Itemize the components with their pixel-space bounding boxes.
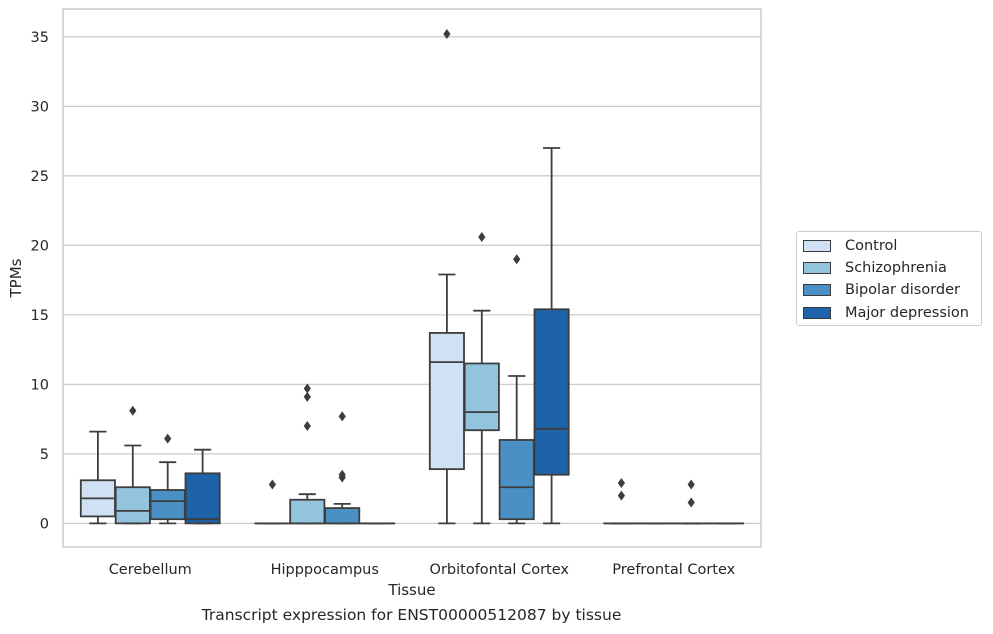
outlier-point — [687, 479, 695, 490]
legend-item-major-depression: Major depression — [803, 304, 969, 322]
box-plot-element — [533, 147, 570, 525]
x-tick-label: Orbitofontal Cortex — [430, 562, 570, 578]
legend-item-control: Control — [803, 237, 897, 255]
legend-label-bipolar-disorder: Bipolar disorder — [845, 282, 960, 298]
y-tick-label: 0 — [40, 516, 49, 532]
box-iqr — [289, 498, 326, 525]
outlier-point — [268, 479, 276, 490]
box-iqr — [498, 439, 535, 521]
outlier-point — [443, 29, 451, 40]
legend-swatch-control — [803, 240, 831, 252]
y-tick-label: 35 — [31, 30, 49, 46]
outlier-point — [478, 231, 486, 242]
box-plot-element — [463, 231, 500, 525]
y-axis-label: TPMs — [7, 258, 25, 298]
box-plot-element — [149, 433, 186, 525]
box-plot-element — [324, 411, 361, 525]
plot-area-frame — [62, 8, 762, 548]
legend: Control Schizophrenia Bipolar disorder M… — [796, 231, 982, 326]
y-tick-labels: 0 5 10 15 20 25 30 35 — [31, 30, 49, 533]
y-tick-label: 15 — [31, 308, 49, 324]
legend-swatch-bipolar-disorder — [803, 284, 831, 296]
box-series-group — [79, 29, 745, 525]
box-plot-element — [498, 254, 535, 525]
legend-swatch-schizophrenia — [803, 262, 831, 274]
y-tick-label: 20 — [31, 238, 49, 254]
box-iqr — [149, 489, 186, 521]
outlier-point — [303, 383, 311, 394]
outlier-point — [129, 405, 137, 416]
box-iqr — [324, 507, 361, 525]
chart-caption: Transcript expression for ENST0000051208… — [201, 606, 622, 624]
box-plot-element — [254, 479, 291, 525]
outlier-point — [687, 497, 695, 508]
legend-item-bipolar-disorder: Bipolar disorder — [803, 281, 960, 299]
outlier-point — [617, 490, 625, 501]
x-tick-label: Cerebellum — [109, 562, 192, 578]
x-tick-label: Hipppocampus — [271, 562, 379, 578]
outlier-point — [513, 254, 521, 265]
outlier-point — [303, 391, 311, 402]
x-tick-label: Prefrontal Cortex — [612, 562, 735, 578]
box-plot-element — [428, 29, 465, 525]
box-iqr — [114, 486, 151, 525]
legend-item-schizophrenia: Schizophrenia — [803, 259, 947, 277]
box-iqr — [533, 308, 570, 476]
outlier-point — [303, 421, 311, 432]
box-iqr — [463, 362, 500, 432]
y-tick-label: 25 — [31, 169, 49, 185]
box-plot-element — [184, 448, 221, 525]
outlier-point — [338, 469, 346, 480]
y-tick-label: 5 — [40, 447, 49, 463]
legend-label-major-depression: Major depression — [845, 305, 969, 321]
y-tick-label: 10 — [31, 377, 49, 393]
x-tick-labels: Cerebellum Hipppocampus Orbitofontal Corte… — [109, 562, 736, 578]
gridlines — [63, 36, 761, 525]
outlier-point — [617, 478, 625, 489]
box-plot-element — [673, 479, 710, 525]
box-plot-element — [79, 430, 116, 525]
outlier-point — [338, 411, 346, 422]
box-plot-element — [114, 405, 151, 525]
legend-swatch-major-depression — [803, 307, 831, 319]
legend-label-schizophrenia: Schizophrenia — [845, 260, 947, 276]
box-iqr — [428, 332, 465, 471]
x-axis-label: Tissue — [387, 581, 435, 599]
box-plot-element — [603, 478, 640, 525]
outlier-point — [164, 433, 172, 444]
y-tick-label: 30 — [31, 99, 49, 115]
box-iqr — [184, 472, 221, 525]
legend-label-control: Control — [845, 238, 898, 254]
